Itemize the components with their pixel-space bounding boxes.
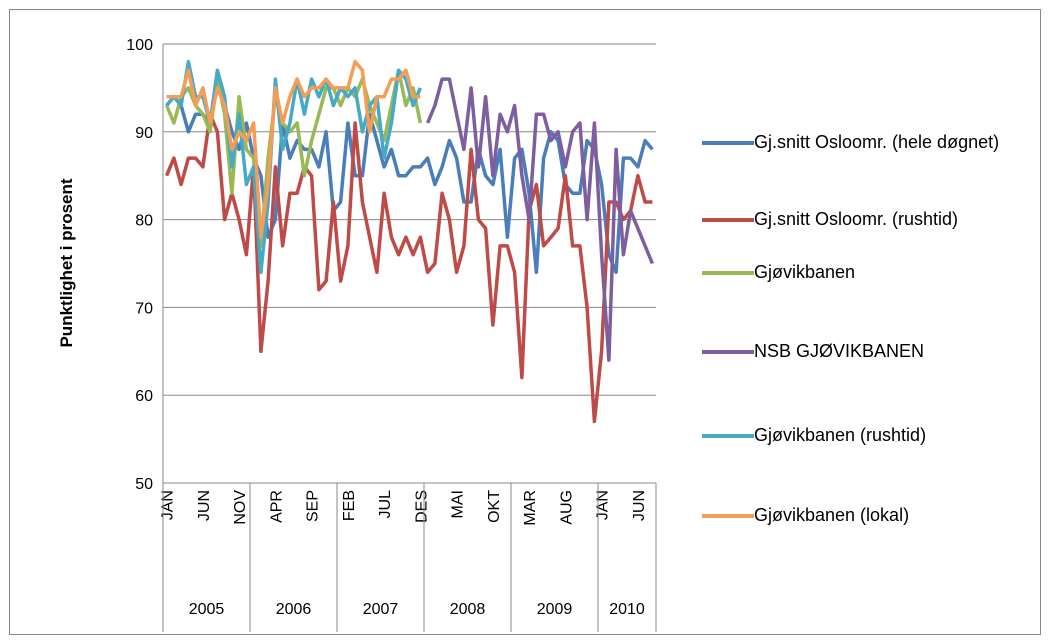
x-tick-label: APR (268, 490, 285, 523)
x-tick-label: JUN (631, 490, 648, 521)
series-line (164, 68, 423, 248)
legend-label: Gjøvikbanen (754, 262, 856, 282)
y-axis-title: Punktlighet i prosent (57, 178, 76, 347)
legend-swatch (702, 271, 754, 275)
legend-label: NSB GJØVIKBANEN (754, 341, 925, 361)
x-tick-label: MAR (522, 490, 539, 526)
legend-swatch (702, 350, 754, 354)
legend-label: Gj.snitt Osloomr. (rushtid) (754, 209, 959, 229)
y-tick-label: 90 (135, 125, 153, 142)
y-tick-label: 80 (135, 213, 153, 230)
legend-swatch (702, 514, 754, 518)
x-tick-label: SEP (305, 490, 322, 522)
x-tick-label: AUG (558, 490, 575, 525)
series-line (425, 77, 655, 362)
legend-swatch (702, 141, 754, 145)
y-tick-label: 60 (135, 388, 153, 405)
legend-item: Gjøvikbanen (lokal) (702, 501, 1039, 529)
x-group-label: 2006 (276, 601, 312, 618)
x-group-label: 2010 (609, 601, 645, 618)
x-tick-label: FEB (341, 490, 358, 521)
legend-swatch (702, 434, 754, 438)
x-group-label: 2007 (363, 601, 399, 618)
x-tick-label: OKT (486, 490, 503, 523)
legend-label: Gjøvikbanen (lokal) (754, 505, 910, 525)
x-tick-label: JUN (196, 490, 213, 521)
legend-label: Gj.snitt Osloomr. (hele døgnet) (754, 132, 1000, 152)
x-group-label: 2008 (450, 601, 486, 618)
x-group-label: 2005 (189, 601, 225, 618)
legend-swatch (702, 218, 754, 222)
series-line (165, 77, 654, 275)
y-tick-label: 100 (126, 37, 153, 54)
x-group-label: 2009 (537, 601, 573, 618)
legend-item: NSB GJØVIKBANEN (702, 337, 1039, 365)
legend-item: Gj.snitt Osloomr. (hele døgnet) (702, 128, 1039, 156)
x-tick-label: NOV (232, 490, 249, 525)
x-tick-label: JAN (160, 490, 177, 520)
series-line (166, 59, 421, 239)
x-tick-label: DES (413, 490, 430, 523)
y-tick-label: 50 (135, 476, 153, 493)
x-tick-label: JUL (377, 490, 394, 519)
legend-item: Gjøvikbanen (702, 258, 1039, 286)
legend-item: Gjøvikbanen (rushtid) (702, 421, 1039, 449)
legend-item: Gj.snitt Osloomr. (rushtid) (702, 205, 1039, 233)
x-tick-label: JAN (595, 490, 612, 520)
series-line (164, 112, 653, 424)
x-tick-label: MAI (450, 490, 467, 518)
y-tick-label: 70 (135, 300, 153, 317)
legend-label: Gjøvikbanen (rushtid) (754, 425, 927, 445)
